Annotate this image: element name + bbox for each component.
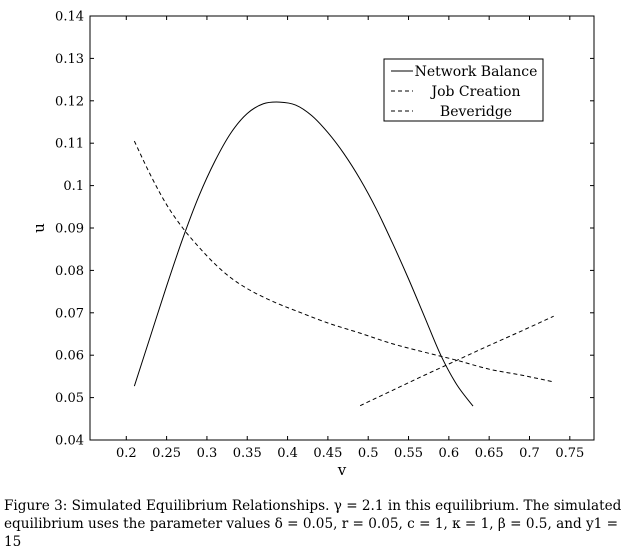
x-tick-label: 0.35	[233, 446, 262, 461]
y-tick-label: 0.12	[55, 94, 84, 109]
x-tick-label: 0.55	[394, 446, 423, 461]
y-tick-label: 0.13	[55, 52, 84, 67]
legend-label-beveridge: Beveridge	[440, 104, 512, 120]
x-tick-label: 0.3	[197, 446, 218, 461]
x-tick-label: 0.5	[358, 446, 379, 461]
y-tick-label: 0.11	[55, 137, 84, 152]
y-tick-label: 0.05	[55, 391, 84, 406]
x-axis-label: v	[337, 461, 347, 479]
y-axis-label: u	[30, 223, 48, 233]
y-tick-label: 0.1	[63, 179, 84, 194]
y-tick-label: 0.06	[55, 349, 84, 364]
series-line-network-balance	[133, 101, 474, 407]
caption-line-3: 15	[4, 534, 22, 550]
legend-label-job-creation: Job Creation	[429, 84, 520, 100]
y-tick-label: 0.04	[55, 434, 84, 449]
y-tick-label: 0.07	[55, 306, 84, 321]
x-tick-label: 0.4	[277, 446, 298, 461]
y-tick-label: 0.09	[55, 222, 84, 237]
x-tick-label: 0.7	[519, 446, 540, 461]
series-line-job-creation	[359, 315, 554, 407]
x-tick-label: 0.75	[555, 446, 584, 461]
y-tick-label: 0.08	[55, 264, 84, 279]
caption-line-2: equilibrium uses the parameter values δ …	[4, 516, 619, 532]
x-tick-label: 0.45	[313, 446, 342, 461]
legend: Network Balance Job Creation Beveridge	[383, 58, 544, 122]
x-tick-label: 0.25	[152, 446, 181, 461]
x-tick-label: 0.2	[116, 446, 137, 461]
caption-line-1: Figure 3: Simulated Equilibrium Relation…	[4, 498, 622, 514]
legend-label-network-balance: Network Balance	[415, 64, 538, 80]
chart-svg: 0.2 0.25 0.3 0.35 0.4 0.45 0.5 0.55 0.6 0.65 0.7 0.…	[30, 10, 595, 479]
series-layer	[133, 101, 554, 407]
y-tick-label: 0.14	[55, 10, 84, 25]
axis-ticks: 0.2 0.25 0.3 0.35 0.4 0.45 0.5 0.55 0.6 0.65 0.7 0.…	[55, 10, 594, 461]
series-line-beveridge	[133, 140, 554, 383]
x-tick-label: 0.6	[439, 446, 460, 461]
figure-caption: Figure 3: Simulated Equilibrium Relation…	[4, 497, 630, 551]
legend-box	[383, 58, 544, 122]
x-tick-label: 0.65	[475, 446, 504, 461]
